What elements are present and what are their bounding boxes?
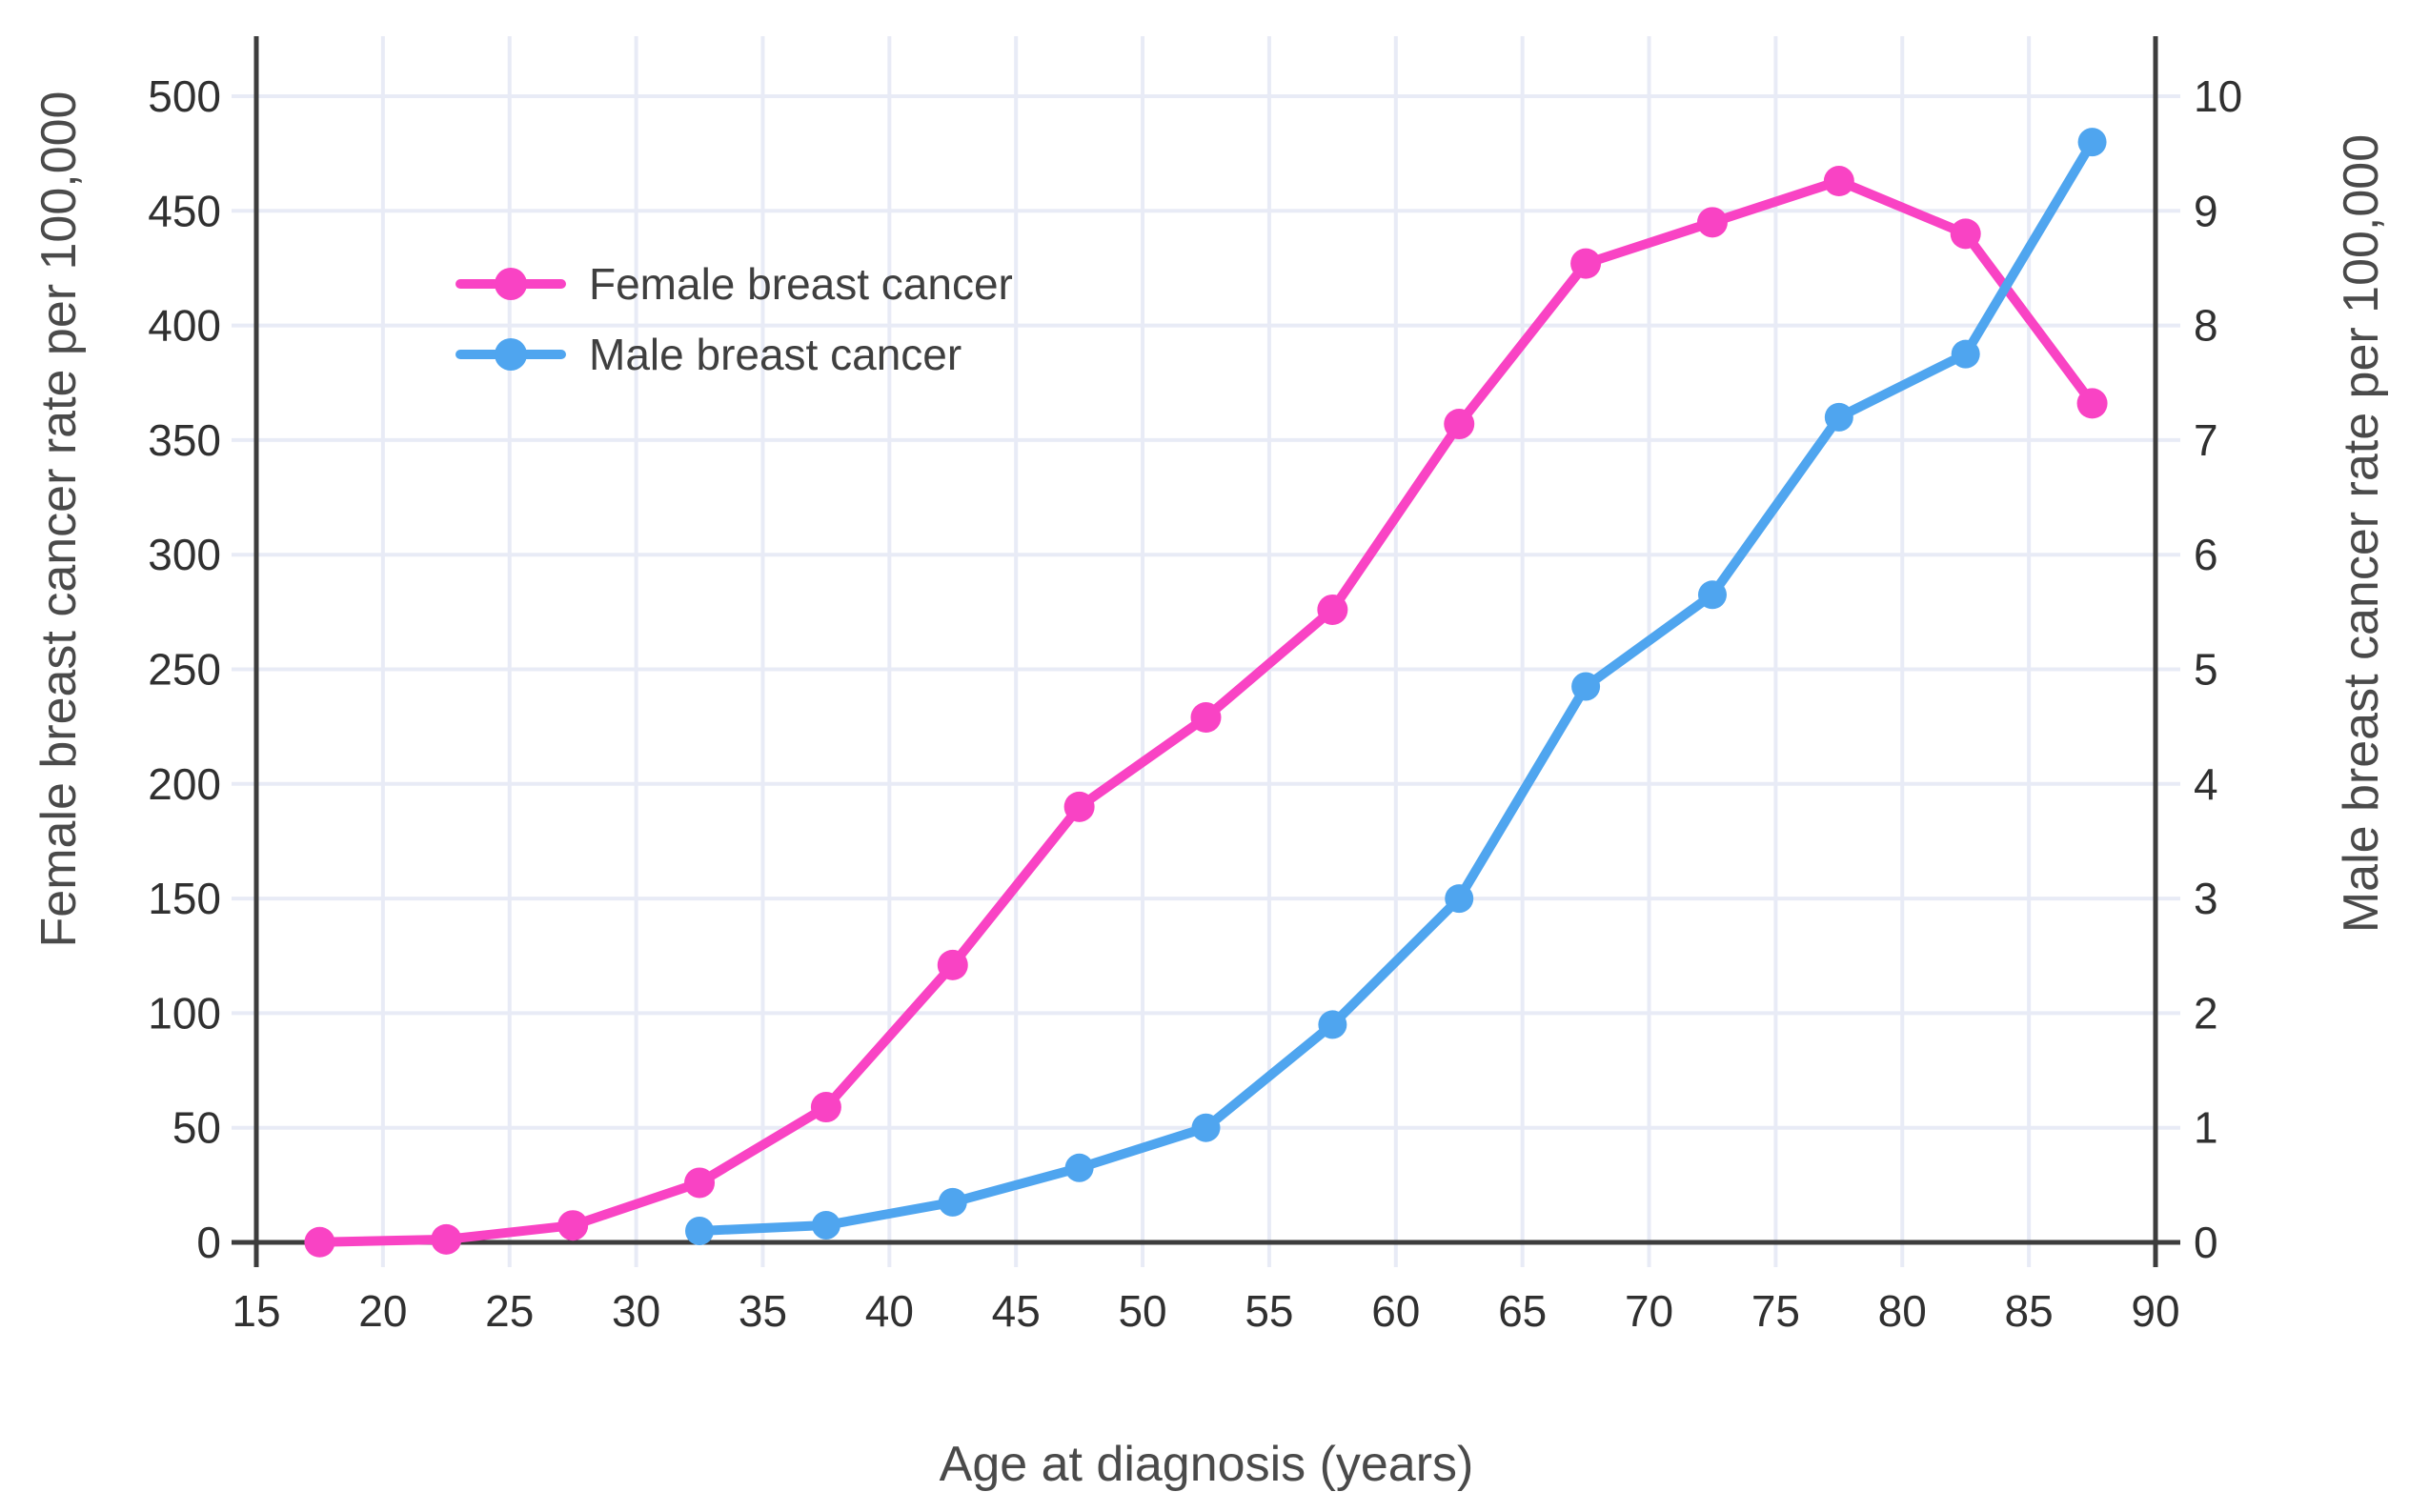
x-tick-label: 40 [865, 1286, 914, 1336]
male-series-point [1318, 1010, 1347, 1039]
x-tick-label: 35 [739, 1286, 787, 1336]
x-axis-title: Age at diagnosis (years) [939, 1437, 1474, 1492]
male-series-point [1951, 339, 1980, 369]
male-series-legend-marker-icon [455, 338, 566, 371]
female-series-point [937, 949, 968, 980]
y-right-tick-label: 4 [2194, 759, 2218, 809]
x-tick-label: 70 [1625, 1286, 1673, 1336]
y-axis-title-right: Male breast cancer rate per 100,000 [2334, 133, 2389, 934]
x-tick-label: 25 [485, 1286, 534, 1336]
y-right-tick-label: 7 [2194, 415, 2218, 465]
legend-label-male: Male breast cancer [589, 330, 962, 379]
x-tick-label: 20 [358, 1286, 407, 1336]
y-left-tick-label: 300 [148, 530, 221, 579]
male-series-point [1824, 402, 1853, 432]
female-series-point [1190, 702, 1222, 734]
legend-dot-swatch [495, 338, 527, 371]
y-left-tick-label: 400 [148, 301, 221, 351]
x-tick-label: 50 [1118, 1286, 1166, 1336]
x-tick-label: 85 [2005, 1286, 2054, 1336]
male-series-point [1445, 884, 1474, 914]
male-series-point [1191, 1113, 1221, 1142]
y-left-tick-label: 150 [148, 874, 221, 923]
legend-dot-swatch [495, 268, 527, 300]
female-series-point [1063, 791, 1095, 822]
x-tick-label: 15 [232, 1286, 280, 1336]
female-series-point [557, 1210, 589, 1241]
y-left-tick-label: 450 [148, 186, 221, 235]
male-series-point [1571, 672, 1601, 701]
female-series-point [684, 1167, 716, 1199]
y-right-tick-label: 1 [2194, 1103, 2218, 1153]
male-series-point [685, 1216, 715, 1245]
y-left-tick-label: 200 [148, 759, 221, 809]
female-series-point [304, 1226, 335, 1258]
y-right-tick-label: 3 [2194, 874, 2218, 923]
y-axis-title-left: Female breast cancer rate per 100,000 [31, 91, 87, 948]
male-series-line [695, 137, 2097, 1236]
male-series-point [1697, 580, 1727, 610]
y-right-tick-label: 5 [2194, 645, 2218, 695]
female-series-point [2076, 388, 2108, 419]
y-right-tick-label: 2 [2194, 988, 2218, 1038]
male-series-point [1064, 1153, 1094, 1182]
y-right-tick-label: 8 [2194, 301, 2218, 351]
female-series-point [1823, 166, 1854, 197]
x-tick-label: 75 [1751, 1286, 1800, 1336]
y-right-tick-label: 0 [2194, 1218, 2218, 1267]
female-series-point [431, 1223, 462, 1255]
y-left-tick-label: 100 [148, 988, 221, 1038]
male-series-point [938, 1187, 967, 1217]
male-series-point [2077, 128, 2107, 157]
y-right-tick-label: 10 [2194, 71, 2242, 121]
legend-label-female: Female breast cancer [589, 259, 1013, 309]
female-series-point [1444, 409, 1475, 440]
x-tick-label: 65 [1498, 1286, 1547, 1336]
y-left-tick-label: 0 [196, 1218, 221, 1267]
legend-item-male: Male breast cancer [455, 324, 1013, 385]
y-left-tick-label: 500 [148, 71, 221, 121]
female-series-point [1950, 218, 1981, 250]
x-tick-label: 60 [1371, 1286, 1420, 1336]
y-left-tick-label: 50 [172, 1103, 221, 1153]
y-right-tick-label: 6 [2194, 530, 2218, 579]
x-tick-label: 80 [1878, 1286, 1927, 1336]
female-series-legend-marker-icon [455, 268, 566, 300]
female-series-point [1570, 248, 1602, 279]
female-series-point [1317, 594, 1348, 625]
y-left-tick-label: 250 [148, 645, 221, 695]
female-series-point [810, 1092, 841, 1123]
x-tick-label: 45 [992, 1286, 1041, 1336]
legend: Female breast cancer Male breast cancer [455, 253, 1013, 385]
male-series-point [811, 1210, 840, 1240]
female-series-point [1696, 207, 1728, 238]
y-left-tick-label: 350 [148, 415, 221, 465]
y-right-tick-label: 9 [2194, 186, 2218, 235]
legend-item-female: Female breast cancer [455, 253, 1013, 314]
x-tick-label: 55 [1245, 1286, 1293, 1336]
x-tick-label: 30 [612, 1286, 660, 1336]
x-tick-label: 90 [2131, 1286, 2179, 1336]
